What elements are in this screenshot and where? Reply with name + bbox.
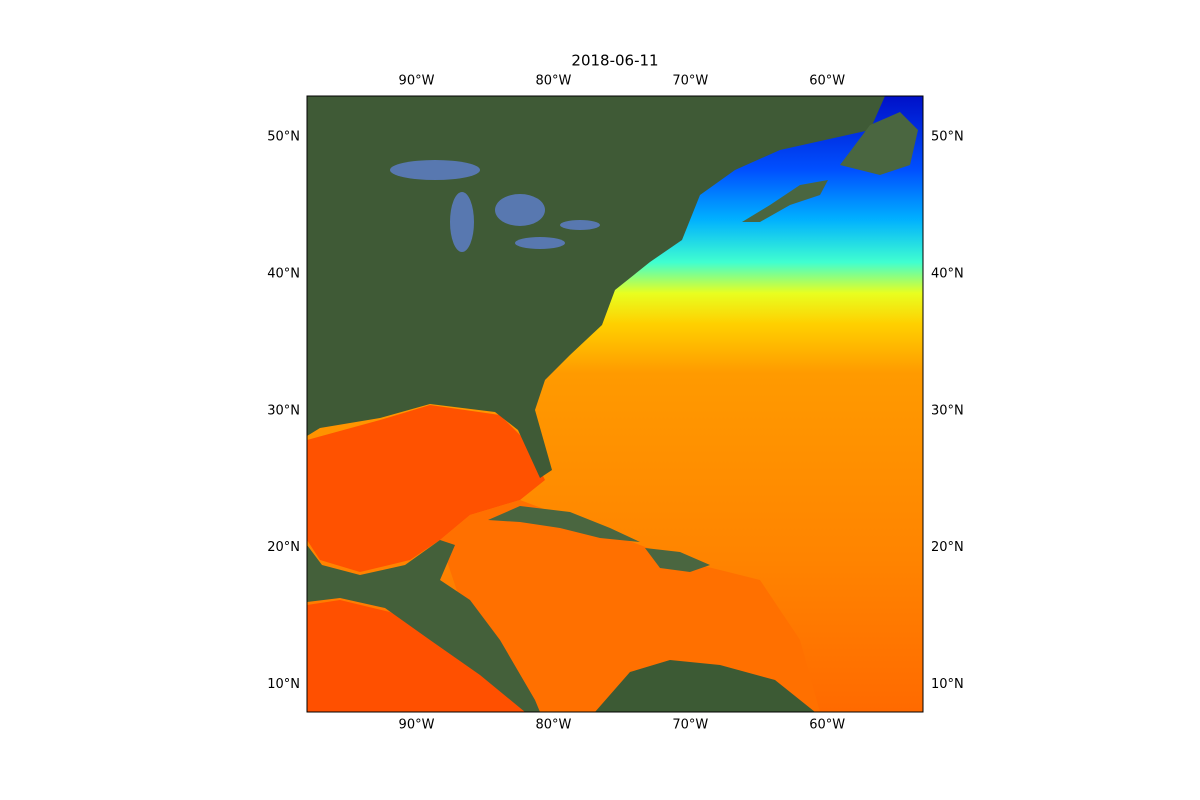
mexico <box>307 540 540 712</box>
nova-scotia <box>742 180 828 222</box>
x-tick-label-top: 60°W <box>809 74 845 89</box>
newfoundland <box>840 112 918 175</box>
y-tick-label-left: 40°N <box>267 266 300 281</box>
pacific-ocean <box>307 600 530 712</box>
map-title: 2018-06-11 <box>571 52 658 70</box>
x-tick-label-top: 80°W <box>535 74 571 89</box>
lake-erie <box>515 237 565 249</box>
y-tick-label-right: 50°N <box>931 130 964 145</box>
y-tick-label-right: 20°N <box>931 540 964 555</box>
y-tick-label-right: 10°N <box>931 677 964 692</box>
lake-superior <box>390 160 480 180</box>
north-america <box>307 96 885 478</box>
y-tick-label-left: 20°N <box>267 540 300 555</box>
x-tick-label-bottom: 90°W <box>399 718 435 733</box>
map-frame <box>306 95 924 713</box>
lake-huron <box>495 194 545 226</box>
map-area <box>307 96 923 712</box>
caribbean-sea <box>440 500 820 712</box>
hispaniola <box>645 548 710 572</box>
x-tick-label-top: 90°W <box>399 74 435 89</box>
y-tick-label-right: 40°N <box>931 266 964 281</box>
x-tick-label-bottom: 70°W <box>672 718 708 733</box>
lake-michigan <box>450 192 474 252</box>
x-tick-label-bottom: 80°W <box>535 718 571 733</box>
lake-ontario <box>560 220 600 230</box>
y-tick-label-left: 30°N <box>267 403 300 418</box>
y-tick-label-right: 30°N <box>931 403 964 418</box>
cuba <box>488 506 640 542</box>
y-tick-label-left: 10°N <box>267 677 300 692</box>
x-tick-label-top: 70°W <box>672 74 708 89</box>
y-tick-label-left: 50°N <box>267 130 300 145</box>
south-america <box>595 660 815 712</box>
gulf-of-mexico <box>307 405 545 572</box>
x-tick-label-bottom: 60°W <box>809 718 845 733</box>
